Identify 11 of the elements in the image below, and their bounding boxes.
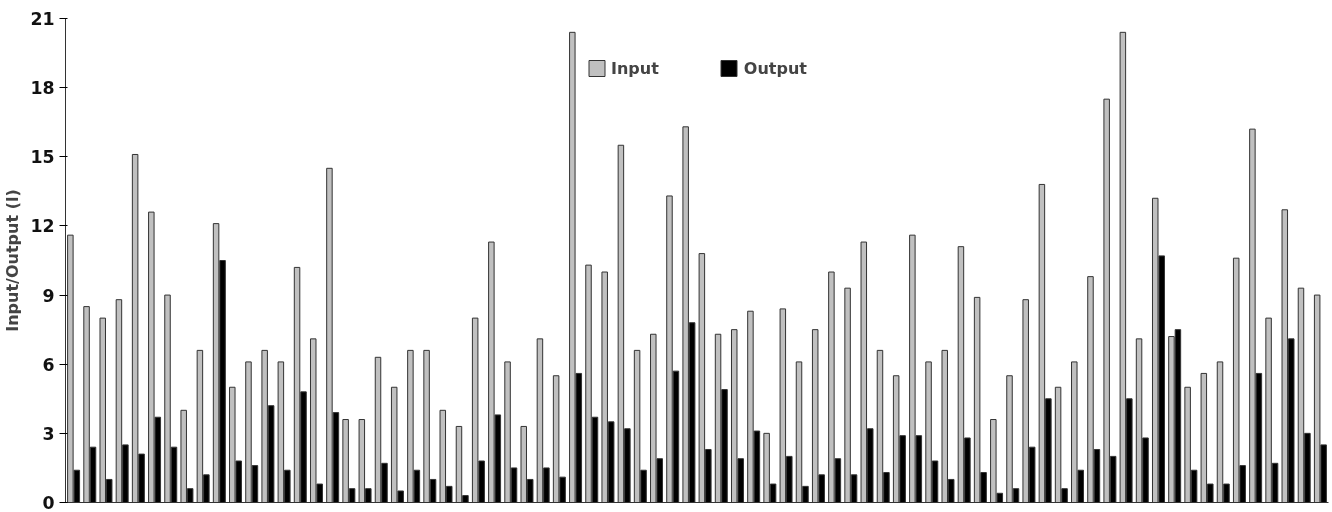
legend-label: Output <box>743 58 807 78</box>
legend-label: Input <box>611 58 659 78</box>
y-tick-label: 21 <box>30 9 55 29</box>
y-tick-label: 0 <box>42 493 55 512</box>
y-tick-label: 3 <box>42 423 55 444</box>
y-tick-label: 12 <box>30 216 55 237</box>
y-tick-label: 9 <box>42 285 55 306</box>
y-tick-label: 6 <box>42 354 55 375</box>
y-tick-label: 18 <box>30 78 55 99</box>
y-axis-title: Input/Output (l) <box>3 189 23 332</box>
y-tick-label: 15 <box>30 147 55 168</box>
